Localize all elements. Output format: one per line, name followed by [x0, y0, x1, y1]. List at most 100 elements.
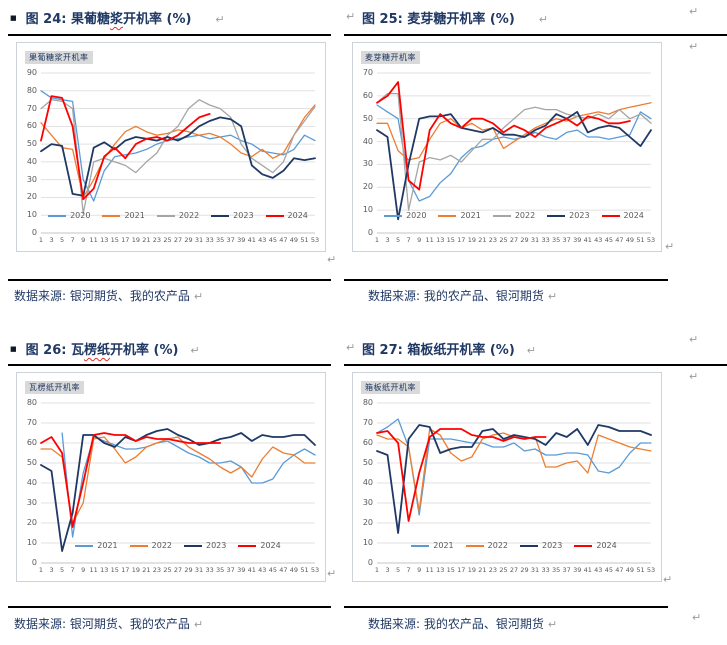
y-axis-tick-label: 50: [26, 139, 37, 149]
x-axis-tick-label: 35: [552, 236, 561, 244]
paragraph-mark-icon: ↵: [547, 618, 558, 631]
legend-item: 2023: [520, 541, 562, 550]
y-axis-tick-label: 40: [26, 478, 37, 487]
legend-swatch: [48, 214, 67, 217]
legend-swatch: [102, 214, 121, 217]
legend-label: 2023: [569, 211, 590, 220]
legend-label: 2021: [124, 211, 145, 220]
x-axis-tick-label: 39: [237, 566, 246, 574]
paragraph-mark-icon: ↵: [526, 344, 536, 357]
series-line-2021: [40, 104, 316, 199]
x-axis-tick-label: 3: [49, 566, 54, 574]
title-text-wavy: 浆: [109, 12, 123, 27]
legend-label: 2022: [178, 211, 200, 220]
x-axis-tick-label: 43: [594, 236, 603, 244]
x-axis-tick-label: 45: [268, 236, 277, 244]
legend-swatch: [156, 214, 175, 217]
x-axis-tick-label: 47: [615, 566, 624, 574]
series-line-2021: [376, 102, 652, 161]
legend-item: 2022: [492, 211, 535, 220]
legend-swatch: [184, 544, 202, 547]
legend-item: 2021: [438, 211, 481, 220]
legend-item: 2022: [465, 541, 508, 550]
list-bullet-icon: ■: [10, 345, 17, 353]
x-axis-tick-label: 1: [374, 566, 380, 574]
x-axis-tick-label: 7: [70, 236, 75, 244]
y-axis-tick-label: 80: [362, 398, 373, 407]
y-axis-tick-label: 90: [26, 68, 37, 77]
source-text: 数据来源: 我的农产品、银河期货: [368, 617, 544, 631]
y-axis-tick-label: 10: [362, 538, 373, 547]
y-axis-tick-label: 60: [362, 438, 373, 447]
x-axis-tick-label: 5: [59, 566, 65, 574]
legend-swatch: [601, 214, 620, 217]
x-axis-tick-label: 9: [81, 566, 86, 574]
x-axis-tick-label: 53: [646, 566, 656, 574]
divider-line: [344, 606, 668, 608]
series-line-2024: [376, 428, 547, 522]
x-axis-tick-label: 33: [205, 566, 214, 574]
x-axis-tick-label: 9: [81, 236, 86, 244]
x-axis-tick-label: 15: [446, 566, 455, 574]
x-axis-tick-label: 29: [184, 566, 193, 574]
x-axis-tick-label: 13: [100, 566, 109, 574]
x-axis-tick-label: 23: [488, 236, 498, 244]
x-axis-tick-label: 23: [152, 566, 162, 574]
chart-inner-label: 箱板纸开机率: [361, 381, 420, 394]
legend-swatch: [238, 544, 257, 547]
y-axis-tick-label: 80: [26, 85, 37, 95]
x-axis-tick-label: 13: [436, 236, 445, 244]
legend-swatch: [492, 214, 511, 217]
legend-label: 2020: [406, 211, 427, 220]
series-line-2020: [40, 90, 316, 202]
y-axis-tick-label: 60: [362, 90, 373, 100]
figure-title-25: 图 25: 麦芽糖开机率 (%) ↵: [362, 8, 548, 27]
x-axis-tick-label: 31: [194, 566, 204, 574]
legend-swatch: [129, 544, 148, 547]
x-axis-tick-label: 33: [541, 566, 550, 574]
x-axis-tick-label: 7: [70, 566, 75, 574]
x-axis-tick-label: 43: [594, 566, 603, 574]
x-axis-tick-label: 39: [573, 566, 582, 574]
series-line-2022: [376, 428, 652, 512]
divider-line: [8, 34, 331, 36]
x-axis-tick-label: 41: [247, 566, 256, 574]
x-axis-tick-label: 21: [142, 236, 151, 244]
y-axis-tick-label: 40: [362, 478, 373, 487]
legend-swatch: [411, 544, 430, 547]
legend-label: 2021: [433, 541, 454, 550]
x-axis-tick-label: 53: [646, 236, 656, 244]
divider-line: [8, 364, 331, 366]
paragraph-mark-icon: ↵: [346, 341, 356, 354]
x-axis-tick-label: 51: [300, 566, 309, 574]
list-bullet-icon: ■: [10, 14, 17, 22]
line-chart-24[interactable]: 果葡糖浆开机率 0 10 20 30 40 50 60 70 80 90 1 3 5 7 9 11 13 15 17…: [16, 42, 326, 252]
line-chart-27[interactable]: 箱板纸开机率 0 10 20 30 40 50 60 70 80 1 3 5 7 9 11 13 15 17 19 2…: [352, 372, 662, 582]
legend-swatch: [211, 214, 230, 217]
x-axis-tick-label: 41: [583, 236, 592, 244]
series-line-2023: [40, 116, 316, 197]
legend-swatch: [438, 214, 457, 217]
chart-inner-label: 瓦楞纸开机率: [25, 381, 84, 394]
x-axis-tick-label: 17: [121, 236, 130, 244]
legend-swatch: [574, 544, 593, 547]
x-axis-tick-label: 23: [152, 236, 162, 244]
x-axis-tick-label: 1: [38, 236, 44, 244]
x-axis-tick-label: 17: [457, 566, 466, 574]
x-axis-tick-label: 21: [478, 566, 487, 574]
x-axis-tick-label: 15: [110, 566, 119, 574]
x-axis-tick-label: 47: [279, 236, 288, 244]
legend-label: 2020: [70, 211, 91, 220]
paragraph-mark-icon: ↵: [327, 253, 337, 266]
x-axis-tick-label: 19: [467, 566, 476, 574]
line-chart-26[interactable]: 瓦楞纸开机率 0 10 20 30 40 50 60 70 80 1 3 5 7 9 11 13 15 17 19 2…: [16, 372, 326, 582]
x-axis-tick-label: 29: [520, 566, 529, 574]
line-chart-25[interactable]: 麦芽糖开机率 0 10 20 30 40 50 60 70 1 3 5 7 9 11 13 15 17 19 21 2…: [352, 42, 662, 252]
series-line-2024: [40, 95, 211, 201]
x-axis-tick-label: 49: [625, 236, 635, 244]
paragraph-mark-icon: ↵: [190, 344, 200, 357]
x-axis-tick-label: 31: [530, 236, 540, 244]
series-line-2022: [40, 436, 316, 524]
source-text: 数据来源: 银河期货、我的农产品: [14, 617, 190, 631]
